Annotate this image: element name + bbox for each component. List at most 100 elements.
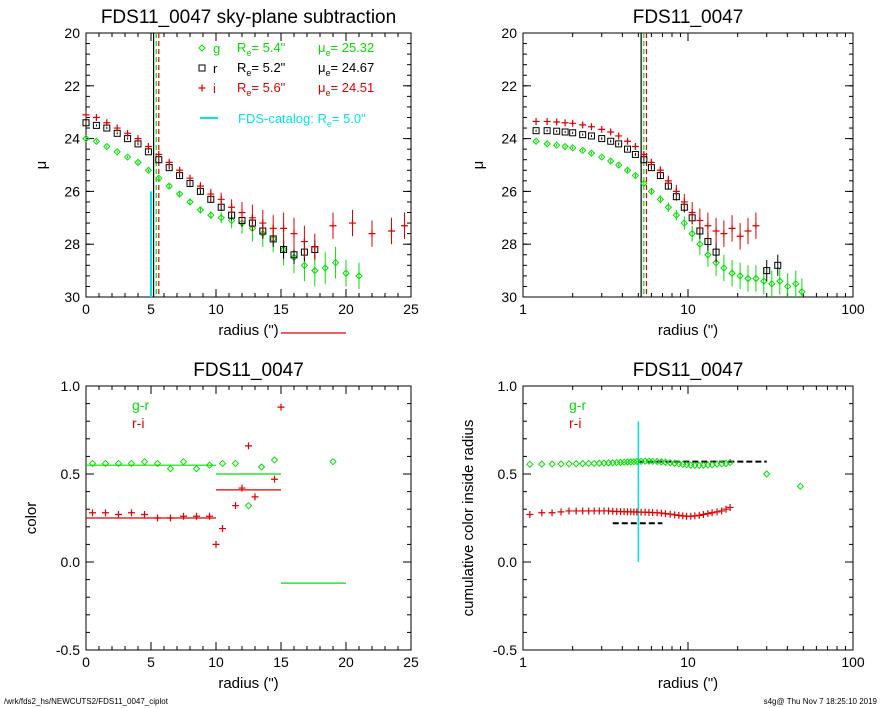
data-point [532,117,540,125]
data-point [722,459,730,468]
series-g [532,137,806,297]
data-point [587,149,596,157]
data-point [728,224,736,232]
data-point [708,509,716,517]
data-point [579,507,587,515]
x-tick-label: 10 [208,654,224,670]
legend-re-text: Re= 5.2" [237,60,286,78]
x-axis-label: radius (") [658,675,718,692]
data-point [257,463,266,471]
data-point [153,459,162,468]
data-point [355,272,363,280]
legend-mu-text: μe= 24.67 [318,60,374,78]
data-point [103,142,111,151]
data-point [712,248,720,256]
data-point [92,113,100,121]
data-point [763,470,771,478]
data-point [627,458,635,466]
data-point [89,509,96,517]
data-point [271,475,278,483]
data-point [180,512,187,520]
y-tick-label: 1.0 [498,378,518,394]
data-point [175,190,184,198]
data-point [796,482,805,491]
data-point [726,503,734,511]
data-point [368,230,376,238]
data-point [388,227,395,235]
legend-marker-g [198,44,206,52]
data-point [232,502,239,510]
data-point [552,141,561,149]
data-point [631,143,639,151]
data-point [280,224,288,232]
series-i [82,111,408,261]
data-point [186,198,194,206]
data-point [666,510,674,518]
data-point [726,458,734,467]
data-point [688,209,696,217]
data-point [124,129,132,137]
data-point [134,158,142,167]
x-axis-label: radius (") [658,322,718,339]
data-point [127,459,136,468]
series-g-r [88,456,337,510]
data-point [251,493,259,501]
data-point [557,508,565,516]
data-point [311,266,319,275]
y-tick-label: -0.5 [493,642,517,658]
data-point [144,143,152,151]
x-tick-label: 1 [519,654,527,670]
chart-title: FDS11_0047 [193,360,304,381]
y-tick-label: 22 [64,78,80,94]
y-axis-label: color [23,502,40,535]
data-point [774,261,782,269]
y-tick-label: 26 [501,183,517,199]
data-point [277,403,285,411]
data-point [572,460,580,468]
data-point [553,118,561,126]
data-point [526,510,534,518]
data-point [631,150,639,158]
data-point [587,123,595,131]
data-point [248,214,256,222]
data-point [720,264,728,272]
x-tick-label: 20 [338,301,354,317]
data-point [219,525,226,533]
x-tick-label: 1 [519,301,527,317]
data-point [696,216,704,224]
data-point [680,198,688,206]
y-tick-label: -0.5 [56,642,80,658]
data-point [607,128,615,136]
data-point [166,465,175,473]
data-point [179,457,188,466]
data-point [165,158,173,166]
data-point [736,272,744,280]
series-r-i [526,503,734,520]
data-point [196,182,204,190]
x-tick-label: 25 [403,301,419,317]
data-point [568,144,577,152]
series-r [532,127,782,282]
x-tick-label: 0 [82,654,90,670]
data-point [672,211,681,219]
data-point [538,460,546,468]
data-point [548,509,556,517]
data-point [538,509,546,517]
data-point [290,251,298,259]
data-point [311,243,319,251]
legend-band-label: g [213,41,220,56]
data-point [331,258,340,267]
data-point [134,135,142,143]
data-point [192,465,201,473]
data-point [623,458,632,466]
data-point [401,222,408,230]
data-point [532,137,540,145]
y-tick-label: 30 [64,289,80,305]
data-point [155,150,163,158]
legend-marker-i [198,84,206,92]
data-point [82,119,90,127]
data-point [245,442,252,450]
data-point [212,540,220,548]
data-point [712,258,720,267]
